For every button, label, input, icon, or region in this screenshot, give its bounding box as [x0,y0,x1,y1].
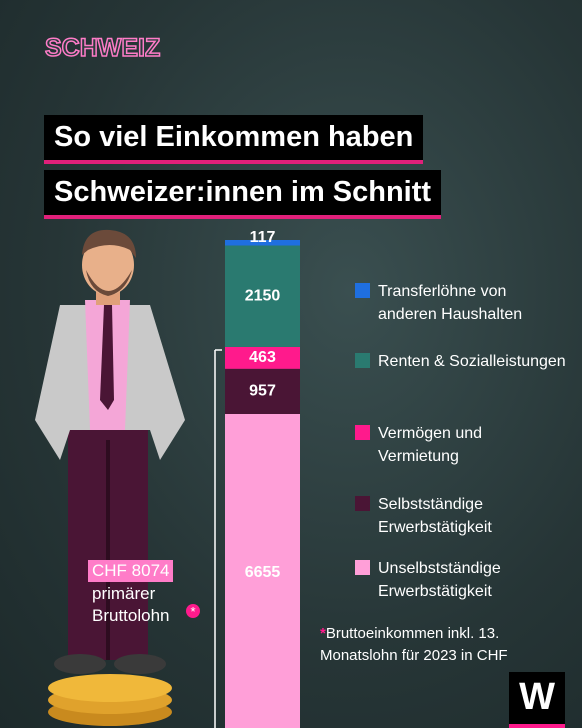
value-label: 117 [250,229,276,246]
bar-segment [225,413,300,728]
footnote: *Bruttoeinkommen inkl. 13. Monatslohn fü… [320,623,560,667]
annotation-marker: * [186,604,200,619]
footnote-text: Bruttoeinkommen inkl. 13. Monatslohn für… [320,625,508,664]
legend-label: Renten & Sozialleistungen [378,353,566,370]
legend-swatch [355,353,370,368]
bar-segment [225,245,300,347]
annotation-line: Bruttolohn [92,606,170,625]
bar-segment [225,368,300,414]
title-line: So viel Einkommen haben [44,115,424,164]
annotation-highlight: CHF 8074 [88,560,174,582]
value-label: 6655 [245,564,281,581]
legend-label: Selbstständige Erwerbstätigkeit [378,496,492,536]
bar-segment [225,240,300,246]
value-label: 957 [249,383,276,400]
legend-label: Unselbstständige Erwerbstätigkeit [378,560,501,600]
legend-swatch [355,560,370,575]
value-label: 463 [249,349,276,366]
footnote-marker: * [320,625,326,642]
annotation-line: primärer [92,584,156,603]
value-label: 2150 [245,287,281,304]
legend-swatch [355,496,370,511]
bar-segment [225,346,300,369]
legend-label: Vermögen und Vermietung [378,425,483,465]
brand: SCHWEIZ [44,33,161,63]
logo: W [509,672,565,728]
legend-swatch [355,283,370,298]
legend-label: Transferlöhne von anderen Haushalten [378,283,523,323]
title-line: Schweizer:innen im Schnitt [44,170,442,219]
person [35,229,185,726]
legend-swatch [355,425,370,440]
